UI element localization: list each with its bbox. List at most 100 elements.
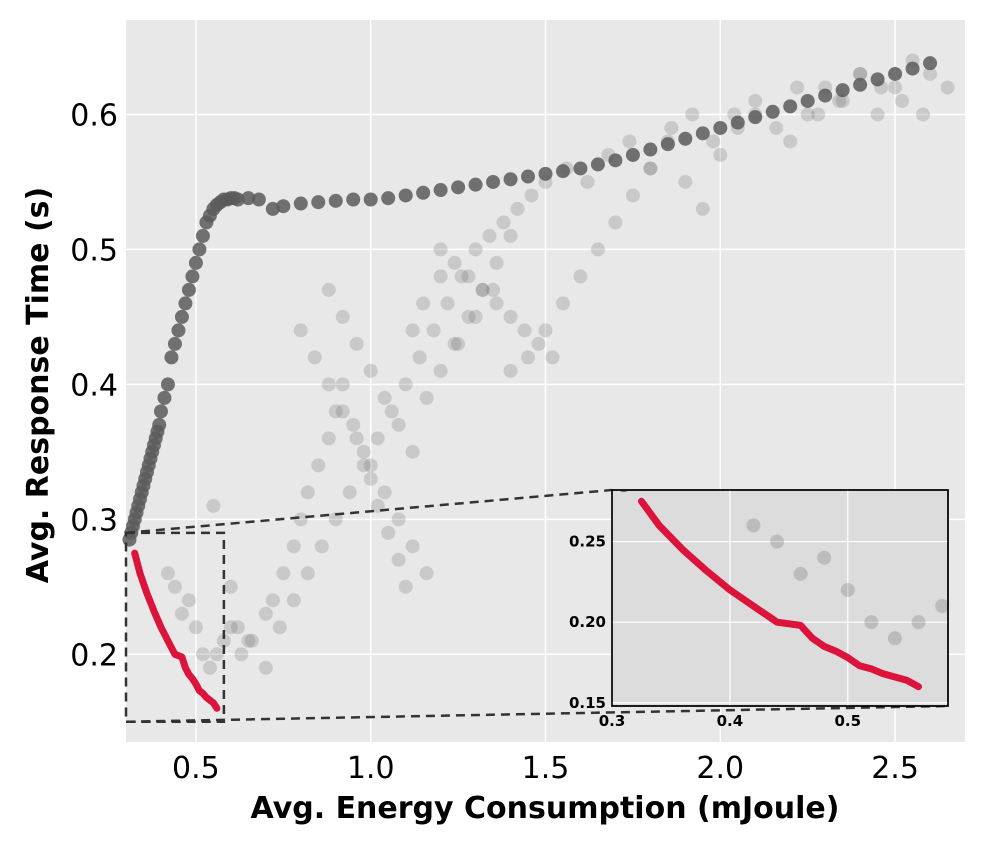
x-tick-label: 0.5 <box>172 751 220 786</box>
scatter-point <box>454 269 469 284</box>
inset-scatter-point <box>746 518 761 533</box>
scatter-point <box>888 66 903 81</box>
scatter-point <box>321 282 336 297</box>
scatter-point <box>573 269 588 284</box>
scatter-point <box>888 80 903 95</box>
scatter-point <box>748 110 763 125</box>
inset-pareto-front-line <box>638 497 922 691</box>
scatter-point <box>223 620 238 635</box>
inset-background <box>611 489 949 707</box>
scatter-point <box>258 660 273 675</box>
scatter-point <box>818 80 833 95</box>
inset-scatter-point <box>793 566 808 581</box>
scatter-point <box>447 255 462 270</box>
scatter-point <box>905 61 920 76</box>
scatter-point <box>363 471 378 486</box>
scatter-point <box>349 336 364 351</box>
scatter-point <box>440 296 455 311</box>
scatter-point <box>195 228 210 243</box>
scatter-point <box>706 134 721 149</box>
scatter-point <box>678 174 693 189</box>
scatter-point <box>300 485 315 500</box>
scatter-point <box>475 282 490 297</box>
scatter-point <box>171 323 186 338</box>
scatter-point <box>730 115 745 130</box>
scatter-point <box>276 199 291 214</box>
scatter-point <box>486 282 501 297</box>
scatter-point <box>241 191 256 206</box>
scatter-point <box>538 323 553 338</box>
scatter-point <box>311 195 326 210</box>
inset-scatter-point <box>770 534 785 549</box>
scatter-point <box>178 296 193 311</box>
inset-x-tick-label: 0.4 <box>717 712 744 730</box>
scatter-point <box>321 377 336 392</box>
scatter-point <box>475 282 490 297</box>
scatter-point <box>293 323 308 338</box>
scatter-point <box>870 72 885 87</box>
scatter-point <box>769 120 784 135</box>
scatter-point <box>461 309 476 324</box>
scatter-point <box>276 566 291 581</box>
scatter-point <box>451 180 466 195</box>
scatter-point <box>234 647 249 662</box>
scatter-point <box>625 188 640 203</box>
scatter-point <box>559 161 574 176</box>
scatter-point <box>321 431 336 446</box>
scatter-point <box>412 350 427 365</box>
scatter-point <box>608 153 623 168</box>
scatter-point <box>346 417 361 432</box>
zoom-connector-top <box>125 488 613 535</box>
x-tick-label: 1.0 <box>347 751 395 786</box>
scatter-point <box>251 192 266 207</box>
scatter-point <box>181 593 196 608</box>
x-tick-label: 2.0 <box>696 751 744 786</box>
scatter-point <box>521 350 536 365</box>
scatter-point <box>174 606 189 621</box>
scatter-point <box>447 336 462 351</box>
scatter-point <box>300 566 315 581</box>
scatter-point <box>468 242 483 257</box>
scatter-point <box>573 161 588 176</box>
scatter-point <box>590 242 605 257</box>
scatter-point <box>517 323 532 338</box>
y-tick-label: 0.4 <box>70 368 118 403</box>
scatter-point <box>923 66 938 81</box>
scatter-point <box>800 93 815 108</box>
scatter-point <box>531 336 546 351</box>
scatter-point <box>783 134 798 149</box>
scatter-point <box>853 77 868 92</box>
scatter-point <box>853 66 868 81</box>
scatter-point <box>538 166 553 181</box>
scatter-point <box>356 444 371 459</box>
scatter-point <box>152 417 167 432</box>
scatter-point <box>461 269 476 284</box>
inset-frame <box>611 489 949 707</box>
scatter-point <box>555 164 570 179</box>
scatter-point <box>202 660 217 675</box>
scatter-point <box>496 215 511 230</box>
inset-scatter-point <box>864 615 879 630</box>
scatter-point <box>601 147 616 162</box>
scatter-point <box>272 620 287 635</box>
scatter-point <box>503 172 518 187</box>
scatter-point <box>451 336 466 351</box>
zoom-connector-bottom <box>125 704 949 724</box>
scatter-point <box>433 183 448 198</box>
scatter-point <box>398 188 413 203</box>
x-axis-label: Avg. Energy Consumption (mJoule) <box>251 791 840 826</box>
scatter-point <box>503 363 518 378</box>
scatter-point <box>335 377 350 392</box>
y-tick-label: 0.6 <box>70 98 118 133</box>
scatter-point <box>174 309 189 324</box>
scatter-point <box>664 120 679 135</box>
scatter-point <box>223 579 238 594</box>
scatter-point <box>800 107 815 122</box>
scatter-point <box>157 390 172 405</box>
y-tick-label: 0.3 <box>70 503 118 538</box>
scatter-point <box>335 309 350 324</box>
scatter-point <box>923 56 938 71</box>
axis-tick-labels: 0.5 1.0 1.5 2.0 2.5 0.2 0.3 0.4 0.5 0.6 <box>70 98 919 786</box>
scatter-point <box>832 93 847 108</box>
scatter-point <box>468 309 483 324</box>
